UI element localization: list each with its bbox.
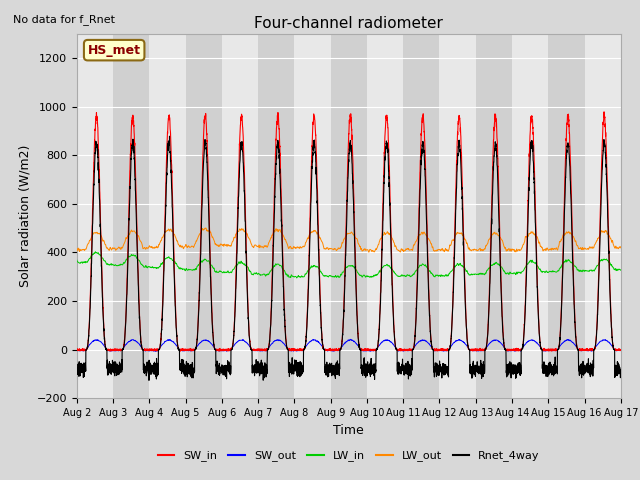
SW_out (616, 348, 624, 353)
Rnet_4way (171, 288, 179, 294)
LW_in (73, 257, 81, 263)
SW_out (171, 341, 179, 347)
Rnet_4way (73, 364, 81, 370)
LW_out (471, 247, 479, 252)
Rnet_4way (441, 369, 449, 374)
Bar (331, 34, 367, 398)
Line: Rnet_4way: Rnet_4way (77, 136, 621, 380)
SW_in (471, 347, 479, 352)
LW_in (92, 249, 99, 254)
Text: No data for f_Rnet: No data for f_Rnet (13, 14, 115, 25)
SW_out (346, 336, 354, 342)
LW_in (471, 271, 479, 277)
Bar (548, 34, 584, 398)
SW_in (616, 348, 624, 353)
SW_out (329, 348, 337, 354)
Bar (512, 34, 548, 398)
SW_out (471, 348, 479, 353)
Bar (258, 34, 294, 398)
LW_out (329, 246, 337, 252)
Bar (367, 34, 403, 398)
LW_in (441, 273, 449, 279)
SW_out (441, 347, 449, 353)
Bar (149, 34, 186, 398)
Bar (440, 34, 476, 398)
Title: Four-channel radiometer: Four-channel radiometer (254, 16, 444, 31)
Rnet_4way (616, 368, 624, 373)
Line: SW_out: SW_out (77, 339, 621, 351)
Line: LW_out: LW_out (77, 228, 621, 252)
Bar (403, 34, 440, 398)
Bar (222, 34, 258, 398)
Bar (77, 34, 113, 398)
LW_out (73, 248, 81, 254)
Bar (584, 34, 621, 398)
SW_out (151, 348, 159, 354)
SW_in (73, 347, 81, 353)
LW_out (502, 246, 509, 252)
SW_in (502, 347, 509, 352)
Text: HS_met: HS_met (88, 44, 141, 57)
Rnet_4way (617, 367, 625, 373)
X-axis label: Time: Time (333, 424, 364, 437)
LW_in (293, 275, 301, 281)
LW_in (617, 267, 625, 273)
SW_out (73, 348, 81, 353)
Line: LW_in: LW_in (77, 252, 621, 278)
Rnet_4way (471, 369, 479, 375)
Y-axis label: Solar radiation (W/m2): Solar radiation (W/m2) (18, 145, 31, 287)
LW_out (616, 245, 624, 251)
Rnet_4way (166, 133, 173, 139)
LW_out (617, 244, 625, 250)
LW_out (202, 225, 210, 231)
LW_in (329, 274, 337, 279)
Line: SW_in: SW_in (77, 112, 621, 351)
LW_in (502, 271, 509, 276)
SW_in (617, 347, 625, 353)
Bar (294, 34, 331, 398)
SW_in (600, 109, 608, 115)
LW_in (616, 267, 624, 273)
SW_out (502, 347, 509, 352)
Bar (186, 34, 222, 398)
Rnet_4way (329, 370, 337, 376)
Bar (476, 34, 512, 398)
Rnet_4way (145, 377, 153, 383)
SW_out (617, 347, 625, 353)
Legend: SW_in, SW_out, LW_in, LW_out, Rnet_4way: SW_in, SW_out, LW_in, LW_out, Rnet_4way (154, 446, 544, 466)
SW_in (153, 348, 161, 354)
LW_out (365, 249, 372, 255)
SW_in (171, 279, 179, 285)
Rnet_4way (502, 347, 509, 353)
LW_out (441, 248, 449, 253)
SW_in (441, 348, 449, 353)
LW_in (171, 259, 179, 264)
Bar (113, 34, 149, 398)
LW_out (171, 232, 179, 238)
SW_in (329, 347, 337, 352)
